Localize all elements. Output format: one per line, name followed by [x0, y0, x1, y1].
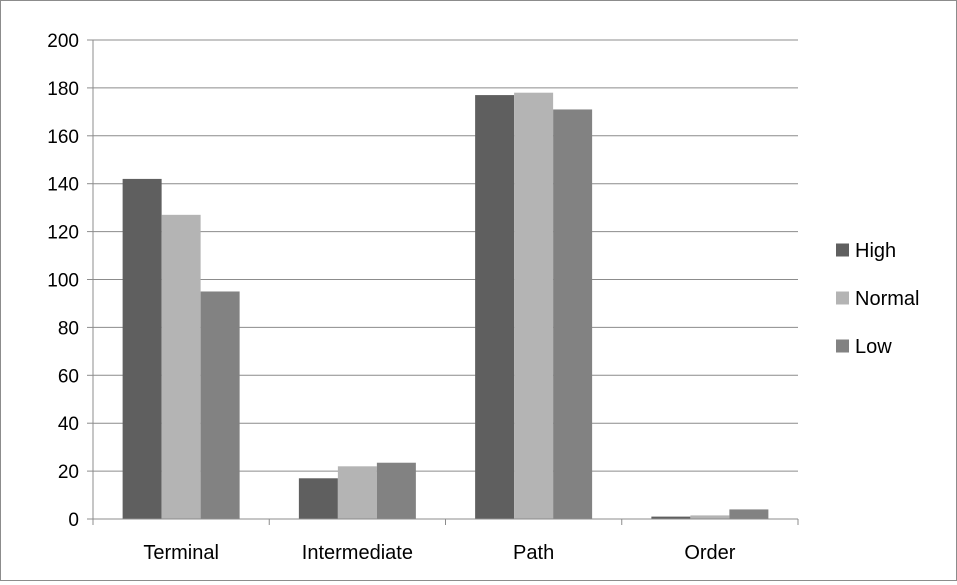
bar-high-order — [651, 516, 691, 519]
legend-label-high: High — [855, 240, 896, 262]
bar-high-path — [475, 95, 515, 520]
legend-label-normal: Normal — [855, 288, 919, 310]
x-tick-label: Terminal — [143, 542, 219, 564]
y-tick-label: 180 — [47, 79, 79, 100]
legend-swatch-low — [836, 339, 849, 353]
y-tick-label: 20 — [58, 462, 79, 483]
bars — [122, 92, 769, 520]
bar-low-path — [553, 109, 593, 519]
bar-high-terminal — [122, 178, 162, 519]
y-tick-label: 40 — [58, 414, 79, 435]
legend-swatch-high — [836, 243, 849, 257]
bar-low-order — [729, 509, 769, 519]
y-tick-label: 80 — [58, 318, 79, 339]
y-tick-label: 60 — [58, 366, 79, 387]
legend-swatch-normal — [836, 291, 849, 305]
y-tick-label: 100 — [47, 271, 79, 292]
bar-high-intermediate — [298, 478, 338, 519]
bar-low-terminal — [200, 291, 240, 519]
x-axis-ticks: Terminal Intermediate Path Order — [143, 542, 735, 564]
x-tick-label: Intermediate — [302, 542, 413, 564]
bar-low-intermediate — [376, 462, 416, 519]
y-tick-label: 140 — [47, 175, 79, 196]
y-tick-label: 120 — [47, 223, 79, 244]
bar-normal-intermediate — [337, 466, 377, 519]
y-axis-ticks: 0 20 40 60 80 100 120 140 160 180 200 — [47, 31, 79, 531]
bar-normal-terminal — [161, 214, 201, 519]
legend-label-low: Low — [855, 336, 892, 358]
bar-normal-order — [690, 515, 730, 519]
bar-normal-path — [514, 92, 554, 519]
x-tick-label: Order — [684, 542, 735, 564]
y-tick-label: 0 — [68, 510, 79, 531]
legend: High Normal Low — [836, 240, 919, 358]
y-tick-label: 160 — [47, 127, 79, 148]
axes — [87, 39, 799, 525]
y-tick-label: 200 — [47, 31, 79, 52]
x-tick-label: Path — [513, 542, 554, 564]
